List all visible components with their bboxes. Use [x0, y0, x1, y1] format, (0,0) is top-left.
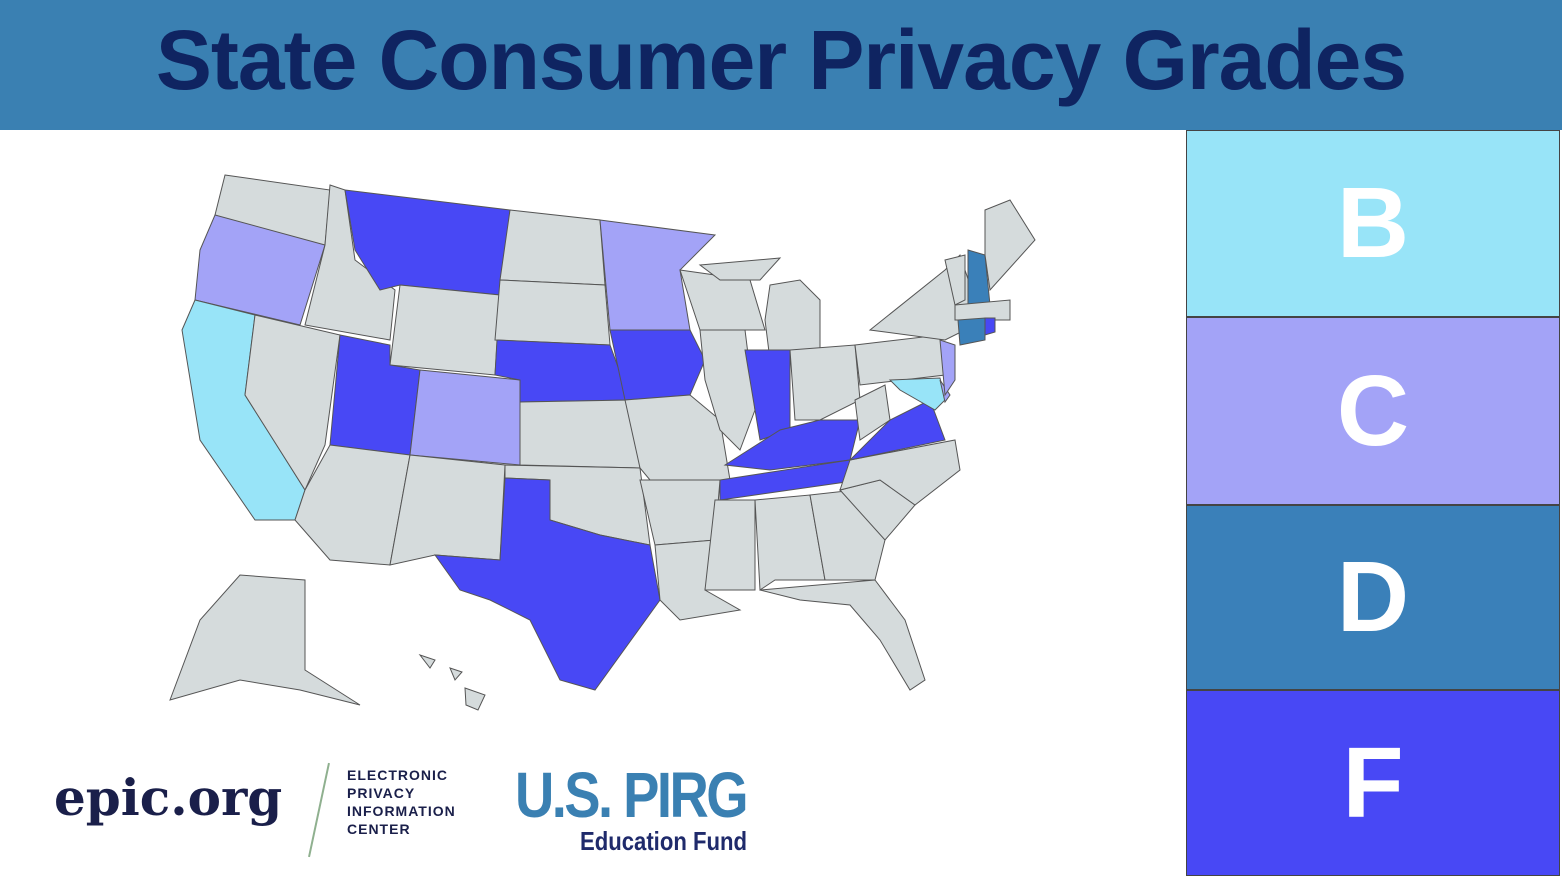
pirg-logo: U.S. PIRG [515, 759, 749, 831]
us-map [169, 174, 1036, 711]
tagline-line: CENTER [347, 821, 411, 837]
state [418, 654, 436, 669]
state [599, 219, 717, 331]
legend-entry: D [1186, 505, 1560, 690]
state [449, 667, 463, 681]
state [244, 314, 341, 492]
tagline-line: PRIVACY [347, 785, 416, 801]
legend-entry: F [1186, 690, 1560, 876]
state [704, 499, 756, 591]
legend-entry: C [1186, 317, 1560, 505]
state [789, 344, 861, 421]
state [698, 257, 782, 281]
state [957, 317, 986, 346]
state [639, 479, 721, 546]
state [754, 494, 826, 591]
state [854, 384, 891, 441]
epic-tagline: ELECTRONIC PRIVACY INFORMATION CENTER [347, 766, 456, 838]
legend-entry: B [1186, 130, 1560, 317]
state [699, 329, 756, 451]
state [939, 339, 956, 397]
tagline-line: ELECTRONIC [347, 767, 448, 783]
state [499, 209, 606, 286]
separator [308, 762, 330, 858]
state [169, 574, 361, 706]
state [389, 284, 501, 376]
state [854, 334, 946, 386]
state [759, 579, 926, 691]
state [888, 377, 946, 411]
state [984, 199, 1036, 292]
header: State Consumer Privacy Grades [0, 0, 1562, 130]
tagline-line: INFORMATION [347, 803, 456, 819]
state [464, 687, 486, 711]
title: State Consumer Privacy Grades [155, 13, 1407, 107]
epic-logo: epic.org [54, 768, 283, 827]
state [519, 399, 641, 469]
state [609, 329, 706, 401]
state [954, 299, 1011, 321]
state [944, 254, 966, 306]
state [409, 369, 521, 466]
state [984, 317, 996, 336]
state [433, 477, 661, 691]
pirg-subtitle: Education Fund [580, 826, 747, 856]
state [194, 214, 326, 326]
state [389, 454, 506, 566]
state [494, 279, 611, 346]
